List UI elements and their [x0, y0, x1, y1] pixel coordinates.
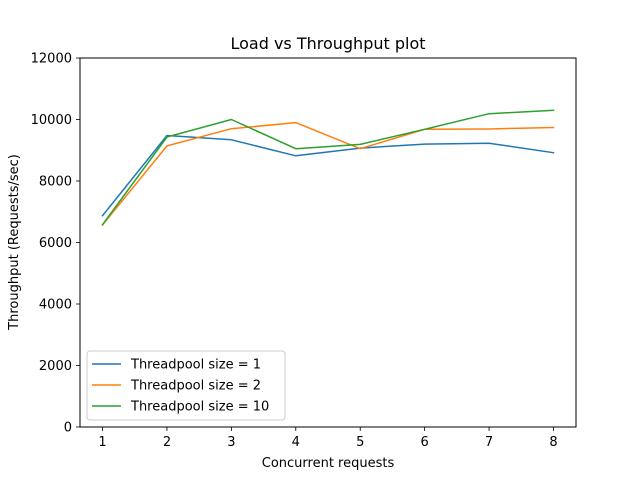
y-tick-label: 4000	[39, 298, 72, 313]
chart-title: Load vs Throughput plot	[230, 34, 425, 53]
x-tick-label: 3	[227, 435, 235, 450]
series-line-2	[101, 121, 555, 227]
x-tick-label: 6	[420, 435, 428, 450]
y-tick-label: 0	[64, 421, 72, 436]
x-axis-label: Concurrent requests	[262, 456, 395, 471]
x-tick-label: 4	[292, 435, 300, 450]
legend-label-1: Threadpool size = 1	[130, 358, 261, 373]
legend-box	[86, 350, 286, 421]
y-axis-label: Throughput (Requests/sec)	[7, 154, 22, 331]
y-tick-label: 12000	[31, 52, 72, 67]
x-tick-label: 7	[485, 435, 493, 450]
x-axis: 1 2 3 4 5 6 7 8	[98, 427, 558, 450]
legend-label-2: Threadpool size = 2	[130, 379, 261, 394]
y-axis: 0 2000 4000 6000 8000 10000 12000	[31, 52, 80, 436]
x-tick-label: 2	[163, 435, 171, 450]
legend-label-3: Threadpool size = 10	[130, 400, 269, 415]
y-tick-label: 2000	[39, 359, 72, 374]
legend: Threadpool size = 1 Threadpool size = 2 Th…	[86, 350, 286, 421]
x-tick-label: 8	[549, 435, 557, 450]
x-tick-label: 1	[98, 435, 106, 450]
y-tick-label: 8000	[39, 175, 72, 190]
y-tick-label: 10000	[31, 113, 72, 128]
y-tick-label: 6000	[39, 236, 72, 251]
plot-area	[101, 109, 555, 227]
series-line-3	[101, 109, 555, 226]
x-tick-label: 5	[356, 435, 364, 450]
series-line-1	[101, 134, 555, 217]
